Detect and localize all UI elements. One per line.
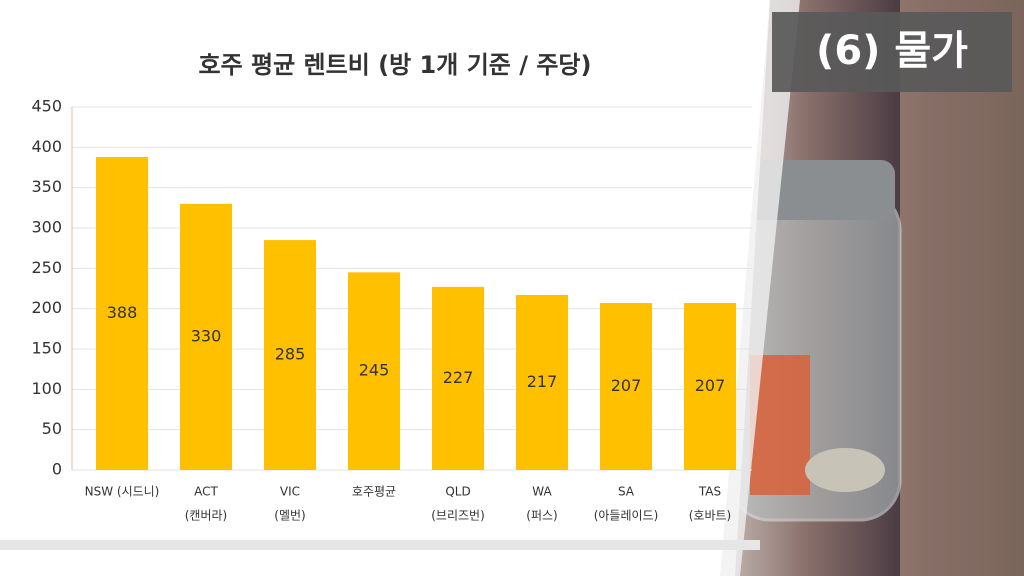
y-tick-label: 450 (31, 97, 62, 116)
value-label: 285 (275, 345, 306, 364)
bar (600, 303, 652, 470)
bottom-strip (0, 540, 760, 550)
x-tick-label: WA (532, 485, 552, 499)
x-tick-label: (브리즈번) (431, 509, 485, 523)
x-tick-label: TAS (698, 485, 721, 499)
value-label: 388 (107, 303, 138, 322)
value-label: 227 (443, 368, 474, 387)
bar (180, 203, 232, 471)
y-tick-label: 200 (31, 298, 62, 317)
y-tick-label: 350 (31, 177, 62, 196)
badge-text: (6) 물가 (816, 28, 968, 74)
value-label: 245 (359, 361, 390, 380)
y-tick-label: 400 (31, 137, 62, 156)
value-label: 217 (527, 372, 558, 391)
y-tick-label: 250 (31, 258, 62, 277)
x-tick-label: (아들레이드) (594, 509, 659, 523)
x-tick-label: NSW (시드니) (85, 485, 160, 499)
bar (348, 272, 400, 470)
x-tick-label: VIC (280, 485, 300, 499)
badge-box (772, 12, 1012, 92)
bar (684, 303, 736, 470)
bar (432, 286, 484, 470)
value-label: 207 (611, 376, 642, 395)
x-tick-label: (멜번) (274, 509, 305, 523)
plot: 0 50 100 150 200 250 300 350 400 450 388 NSW (시드니) 3… (31, 97, 752, 523)
chart-title: 호주 평균 렌트비 (방 1개 기준 / 주당) (199, 51, 592, 79)
value-label: 330 (191, 326, 222, 345)
bar (96, 157, 148, 470)
y-tick-label: 300 (31, 218, 62, 237)
y-tick-label: 100 (31, 379, 62, 398)
x-tick-label: ACT (194, 485, 218, 499)
y-tick-label: 150 (31, 339, 62, 358)
value-label: 207 (695, 376, 726, 395)
diagonal-accent (720, 0, 800, 576)
x-tick-label: SA (618, 485, 635, 499)
y-tick-label: 0 (52, 460, 62, 479)
x-tick-label: (호바트) (689, 509, 731, 523)
bar (516, 294, 568, 470)
bar (264, 240, 316, 470)
x-tick-label: 호주평균 (352, 485, 396, 499)
x-tick-label: (캔버라) (185, 509, 227, 523)
y-tick-label: 50 (42, 419, 62, 438)
x-tick-label: (퍼스) (526, 509, 557, 523)
x-tick-label: QLD (445, 485, 470, 499)
